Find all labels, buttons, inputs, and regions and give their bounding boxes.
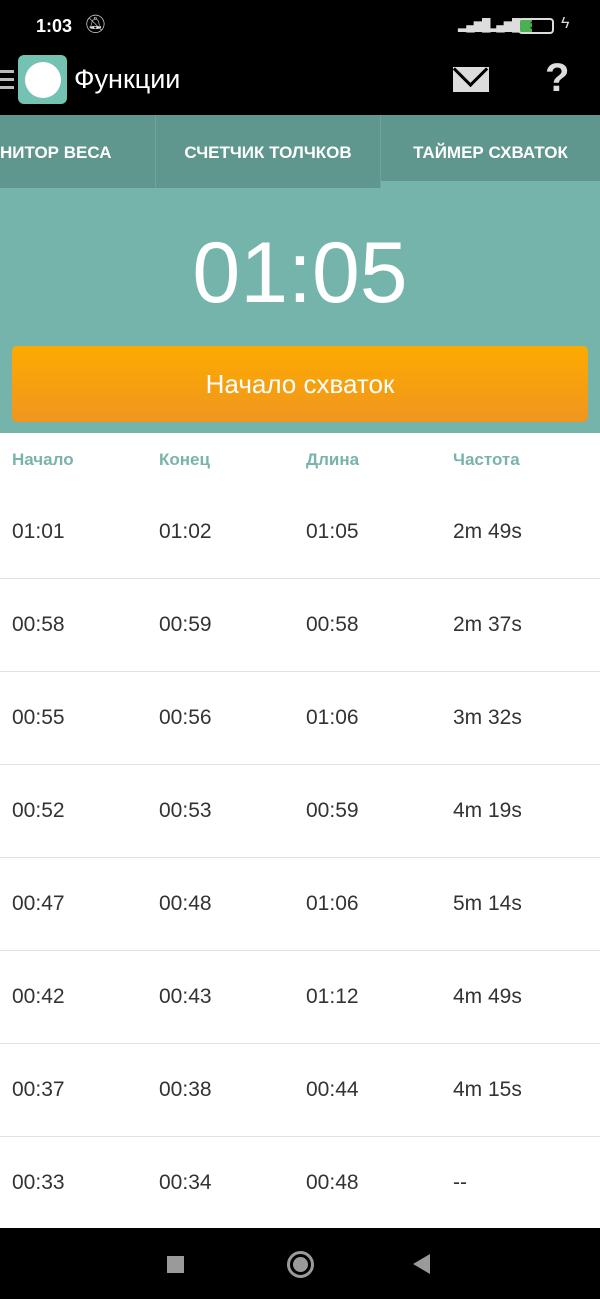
back-icon[interactable] xyxy=(413,1254,430,1274)
cell-frequency: -- xyxy=(453,1171,467,1194)
menu-icon[interactable] xyxy=(0,70,14,90)
signal-icon: ▂▄▆█ xyxy=(458,18,490,32)
column-header-start: Начало xyxy=(12,450,74,469)
cell-start: 00:37 xyxy=(12,1078,65,1101)
navigation-bar xyxy=(0,1228,600,1299)
battery-icon: 37 xyxy=(518,18,554,34)
cell-start: 00:55 xyxy=(12,706,65,729)
charging-icon: ϟ xyxy=(561,15,570,32)
signal-icon: ▂▄▆█ xyxy=(488,18,520,32)
tab-contraction-timer[interactable]: ТАЙМЕР СХВАТОК xyxy=(380,115,600,188)
cell-frequency: 4m 15s xyxy=(453,1078,522,1101)
cell-frequency: 5m 14s xyxy=(453,892,522,915)
cell-frequency: 4m 19s xyxy=(453,799,522,822)
cell-end: 00:56 xyxy=(159,706,212,729)
cell-start: 00:47 xyxy=(12,892,65,915)
cell-frequency: 2m 37s xyxy=(453,613,522,636)
status-bar: 1:03 🔕︎ ▂▄▆█ ▂▄▆█ 37 ϟ xyxy=(0,0,600,50)
help-icon[interactable]: ? xyxy=(545,56,570,100)
tab-weight-monitor[interactable]: НИТОР ВЕСА xyxy=(0,115,155,188)
column-header-duration: Длина xyxy=(306,450,360,469)
table-row: 00:55 00:56 01:06 3m 32s xyxy=(0,672,600,765)
tab-kick-counter[interactable]: СЧЕТЧИК ТОЛЧКОВ xyxy=(155,115,380,188)
table-row: 00:47 00:48 01:06 5m 14s xyxy=(0,858,600,951)
cell-start: 00:42 xyxy=(12,985,65,1008)
page-title: Функции xyxy=(74,64,181,94)
selected-tab-indicator xyxy=(381,181,600,188)
tab-bar: НИТОР ВЕСА СЧЕТЧИК ТОЛЧКОВ ТАЙМЕР СХВАТО… xyxy=(0,115,600,188)
table-row: 00:42 00:43 01:12 4m 49s xyxy=(0,951,600,1044)
app-bar: Функции ? xyxy=(0,50,600,115)
table-row: 00:58 00:59 00:58 2m 37s xyxy=(0,579,600,672)
cell-duration: 01:06 xyxy=(306,706,359,729)
battery-level: 37 xyxy=(529,20,543,32)
cell-end: 00:43 xyxy=(159,985,212,1008)
cell-start: 01:01 xyxy=(12,520,65,543)
recents-icon[interactable] xyxy=(167,1256,184,1273)
cell-end: 00:34 xyxy=(159,1171,212,1194)
cell-start: 00:33 xyxy=(12,1171,65,1194)
cell-frequency: 2m 49s xyxy=(453,520,522,543)
table-row: 00:52 00:53 00:59 4m 19s xyxy=(0,765,600,858)
tab-label: НИТОР ВЕСА xyxy=(0,143,112,162)
cell-end: 00:59 xyxy=(159,613,212,636)
table-row: 00:33 00:34 00:48 -- xyxy=(0,1137,600,1230)
cell-duration: 00:58 xyxy=(306,613,359,636)
mail-icon[interactable] xyxy=(453,67,489,92)
cell-duration: 01:05 xyxy=(306,520,359,543)
app-logo[interactable] xyxy=(18,55,67,104)
cell-frequency: 4m 49s xyxy=(453,985,522,1008)
cell-start: 00:58 xyxy=(12,613,65,636)
table-header: Начало Конец Длина Частота xyxy=(0,433,600,486)
tab-label: ТАЙМЕР СХВАТОК xyxy=(413,143,568,162)
tab-label: СЧЕТЧИК ТОЛЧКОВ xyxy=(184,143,352,162)
cell-duration: 00:48 xyxy=(306,1171,359,1194)
home-icon[interactable] xyxy=(287,1251,314,1278)
table-row: 00:37 00:38 00:44 4m 15s xyxy=(0,1044,600,1137)
cell-end: 00:38 xyxy=(159,1078,212,1101)
column-header-end: Конец xyxy=(159,450,210,469)
start-contractions-button[interactable]: Начало схваток xyxy=(12,346,588,422)
cell-duration: 00:59 xyxy=(306,799,359,822)
bell-off-icon: 🔕︎ xyxy=(84,14,107,34)
cell-end: 01:02 xyxy=(159,520,212,543)
cell-frequency: 3m 32s xyxy=(453,706,522,729)
status-time: 1:03 xyxy=(36,16,73,36)
cell-end: 00:53 xyxy=(159,799,212,822)
cell-duration: 01:12 xyxy=(306,985,359,1008)
cell-duration: 01:06 xyxy=(306,892,359,915)
table-row: 01:01 01:02 01:05 2m 49s xyxy=(0,486,600,579)
timer-panel: 01:05 Начало схваток xyxy=(0,188,600,433)
column-header-frequency: Частота xyxy=(453,450,520,469)
timer-display: 01:05 xyxy=(192,225,408,321)
cell-duration: 00:44 xyxy=(306,1078,359,1101)
cell-start: 00:52 xyxy=(12,799,65,822)
cell-end: 00:48 xyxy=(159,892,212,915)
